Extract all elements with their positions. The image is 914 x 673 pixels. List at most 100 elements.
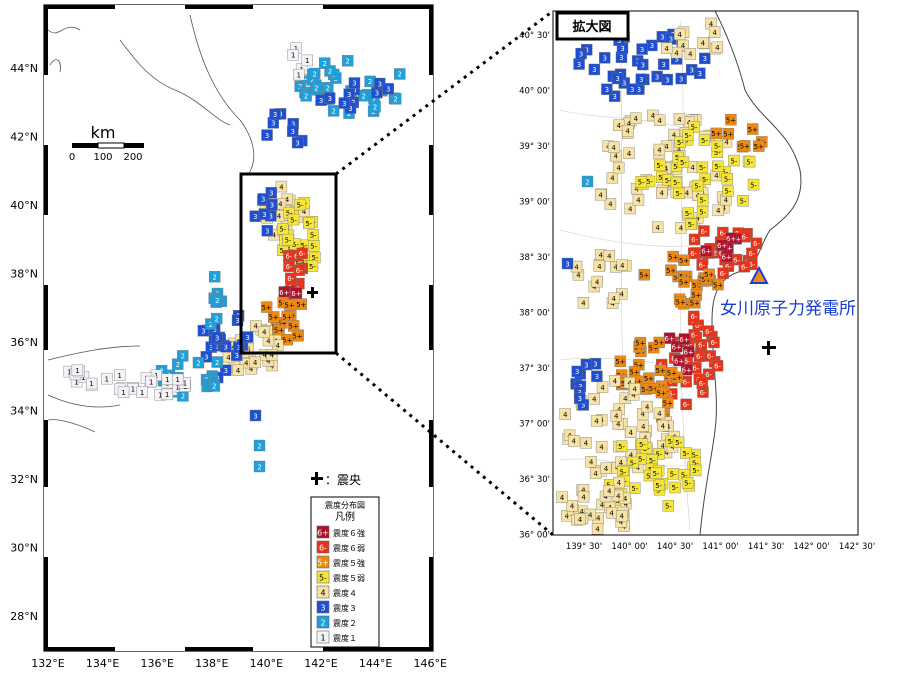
- svg-text:5-: 5-: [685, 132, 692, 140]
- svg-text:3: 3: [575, 368, 579, 376]
- svg-text:3: 3: [269, 190, 273, 198]
- svg-text:1: 1: [149, 378, 153, 386]
- zoom-lon-label: 140° 30': [657, 542, 693, 552]
- legend-badge: 6-: [319, 544, 327, 553]
- svg-text:3: 3: [265, 132, 269, 140]
- svg-text:2: 2: [393, 96, 397, 104]
- svg-text:2: 2: [213, 273, 217, 281]
- svg-text:4: 4: [614, 264, 618, 272]
- svg-text:5+: 5+: [692, 282, 702, 290]
- svg-text:2: 2: [181, 353, 185, 361]
- svg-text:5-: 5-: [630, 459, 637, 467]
- svg-text:2: 2: [328, 68, 332, 76]
- svg-text:3: 3: [593, 361, 597, 369]
- svg-text:5-: 5-: [655, 482, 662, 490]
- svg-text:4: 4: [576, 272, 580, 280]
- svg-text:4: 4: [628, 205, 632, 213]
- svg-text:4: 4: [629, 429, 633, 437]
- svg-text:3: 3: [253, 412, 257, 420]
- svg-text:1: 1: [294, 45, 298, 53]
- svg-text:3: 3: [215, 334, 219, 342]
- svg-text:6-: 6-: [690, 250, 697, 258]
- legend-label: 震度５強: [333, 558, 365, 568]
- svg-text:2: 2: [215, 359, 219, 367]
- svg-text:4: 4: [657, 410, 661, 418]
- svg-text:6-: 6-: [742, 233, 749, 241]
- svg-text:4: 4: [266, 337, 270, 345]
- left-map: 2222222222222222222222222222223333333333…: [10, 4, 447, 670]
- legend-badge: 2: [320, 619, 325, 628]
- svg-text:6-: 6-: [748, 250, 755, 258]
- svg-text:3: 3: [269, 213, 273, 221]
- svg-text:3: 3: [273, 111, 277, 119]
- svg-text:5+: 5+: [654, 339, 664, 347]
- svg-text:5-: 5-: [300, 257, 307, 265]
- legend-badge: 3: [320, 604, 325, 613]
- svg-text:5+: 5+: [278, 299, 288, 307]
- legend-swatch: [316, 585, 330, 599]
- svg-text:3: 3: [698, 70, 702, 78]
- svg-text:4: 4: [625, 127, 629, 135]
- svg-text:3: 3: [295, 139, 299, 147]
- legend-badge: 4: [320, 589, 325, 598]
- svg-text:2: 2: [346, 58, 350, 66]
- svg-text:2: 2: [196, 359, 200, 367]
- svg-text:3: 3: [689, 67, 693, 75]
- svg-text:2: 2: [181, 393, 185, 401]
- svg-text:4: 4: [616, 492, 620, 500]
- legend-label: 震度６弱: [333, 543, 365, 553]
- svg-text:4: 4: [604, 465, 608, 473]
- zoom-lon-label: 141° 00': [702, 542, 738, 552]
- legend-swatch: [316, 555, 330, 569]
- svg-text:4: 4: [608, 201, 612, 209]
- svg-text:4: 4: [565, 512, 569, 520]
- svg-text:2: 2: [304, 74, 308, 82]
- left-intensity-squares: 2222222222222222222222222222223333333333…: [63, 42, 406, 473]
- lon-label: 132°E: [31, 657, 64, 670]
- right-lat-labels: 40° 30' 40° 00' 39° 30' 39° 00' 38° 30' 38° 0…: [519, 31, 550, 541]
- svg-text:3: 3: [270, 201, 274, 209]
- nuclear-plant-label: 女川原子力発電所: [720, 299, 856, 319]
- svg-text:5-: 5-: [658, 174, 665, 182]
- svg-text:3: 3: [204, 354, 208, 362]
- svg-text:1: 1: [74, 378, 78, 386]
- svg-text:6-: 6-: [733, 256, 740, 264]
- svg-text:5-: 5-: [639, 441, 646, 449]
- svg-text:2: 2: [310, 77, 314, 85]
- svg-text:3: 3: [201, 327, 205, 335]
- scalebar-tick: 200: [123, 152, 142, 163]
- zoom-lat-label: 37° 30': [519, 364, 550, 374]
- svg-text:4: 4: [244, 359, 248, 367]
- svg-text:5-: 5-: [638, 455, 645, 463]
- lat-label: 32°N: [10, 473, 38, 486]
- legend-swatch: [316, 540, 330, 554]
- svg-text:3: 3: [237, 344, 241, 352]
- svg-text:4: 4: [623, 395, 627, 403]
- svg-text:1: 1: [158, 392, 162, 400]
- epicenter-legend-label: ：震央: [325, 473, 361, 487]
- svg-text:2: 2: [314, 84, 318, 92]
- svg-text:4: 4: [597, 263, 601, 271]
- svg-text:2: 2: [398, 71, 402, 79]
- svg-text:3: 3: [655, 73, 659, 81]
- zoom-lat-label: 39° 00': [519, 198, 550, 208]
- svg-text:3: 3: [620, 45, 624, 53]
- svg-text:4: 4: [620, 262, 624, 270]
- svg-text:5-: 5-: [286, 209, 293, 217]
- svg-text:6+: 6+: [682, 367, 692, 375]
- zoom-lat-label: 36° 30': [519, 475, 550, 485]
- zoom-lat-label: 39° 30': [519, 142, 550, 152]
- svg-text:3: 3: [209, 344, 213, 352]
- epicenter-marker: [307, 287, 318, 298]
- legend-subtitle: 凡例: [335, 510, 355, 523]
- svg-text:5-: 5-: [301, 242, 308, 250]
- right-epicenter-marker: [762, 341, 776, 355]
- svg-text:4: 4: [619, 519, 623, 527]
- svg-text:3: 3: [352, 80, 356, 88]
- svg-text:6-: 6-: [691, 236, 698, 244]
- svg-text:4: 4: [588, 511, 592, 519]
- svg-text:3: 3: [271, 120, 275, 128]
- svg-text:4: 4: [657, 146, 661, 154]
- svg-text:4: 4: [620, 291, 624, 299]
- svg-text:4: 4: [262, 352, 266, 360]
